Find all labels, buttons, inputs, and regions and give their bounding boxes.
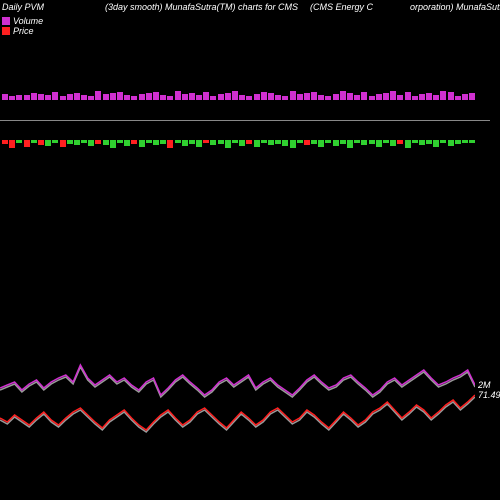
legend: Volume Price	[2, 16, 43, 36]
bar-row	[2, 100, 492, 140]
price-line-shadow	[0, 397, 475, 432]
title-mid2: (CMS Energy C	[310, 2, 373, 12]
volume-end-label: 2M	[478, 380, 491, 390]
legend-item-price: Price	[2, 26, 43, 36]
volume-line	[0, 365, 475, 395]
chart-header: Daily PVM (3day smooth) MunafaSutra(TM) …	[0, 2, 500, 32]
legend-swatch-price	[2, 27, 10, 35]
legend-label-volume: Volume	[13, 16, 43, 26]
legend-label-price: Price	[13, 26, 34, 36]
line-chart-area	[0, 340, 475, 470]
legend-swatch-volume	[2, 17, 10, 25]
legend-item-volume: Volume	[2, 16, 43, 26]
price-end-label: 71.49	[478, 390, 500, 400]
title-right: orporation) MunafaSutra	[410, 2, 500, 12]
pvm-bar-chart	[0, 100, 490, 140]
price-line	[0, 395, 475, 430]
title-left: Daily PVM	[2, 2, 44, 12]
title-mid1: (3day smooth) MunafaSutra(TM) charts for…	[105, 2, 298, 12]
line-chart-svg	[0, 340, 475, 470]
